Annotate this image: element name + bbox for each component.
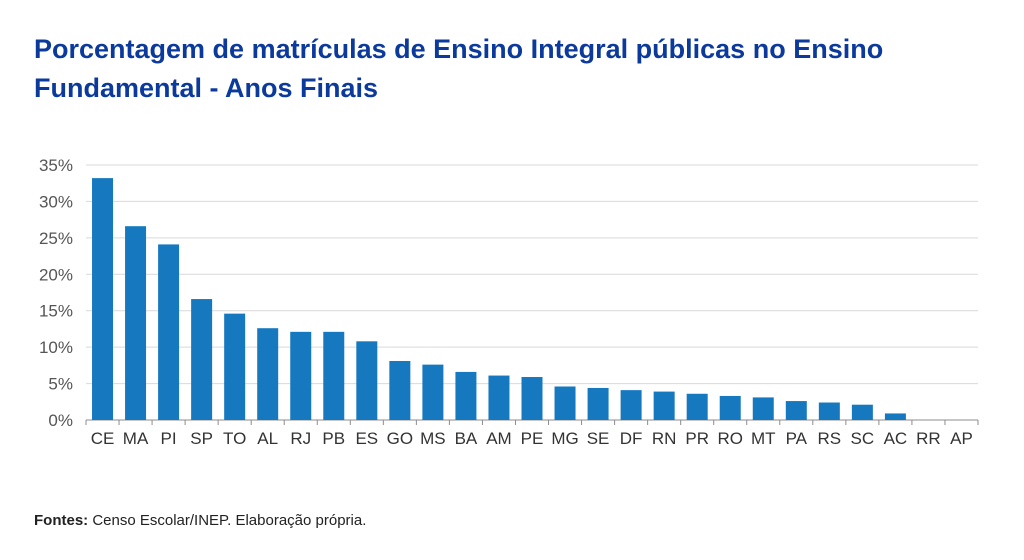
bar <box>92 178 114 420</box>
bar <box>356 341 378 420</box>
bar <box>653 391 675 420</box>
y-tick-label: 35% <box>39 156 73 175</box>
bar <box>389 360 411 420</box>
x-tick-label: PR <box>685 429 709 448</box>
bar <box>422 364 444 420</box>
bar <box>620 390 642 420</box>
bar <box>455 371 477 420</box>
source-label: Fontes: <box>34 512 89 529</box>
bar <box>587 387 609 420</box>
bar <box>191 299 213 420</box>
y-tick-label: 5% <box>48 375 73 394</box>
x-tick-label: RR <box>916 429 941 448</box>
y-tick-label: 15% <box>39 302 73 321</box>
x-tick-label: SE <box>587 429 610 448</box>
bar <box>323 331 345 420</box>
x-tick-label: AP <box>950 429 973 448</box>
x-tick-label: BA <box>455 429 478 448</box>
x-tick-label: AC <box>884 429 908 448</box>
bar <box>521 377 543 420</box>
y-tick-label: 0% <box>48 411 73 430</box>
bar <box>752 397 774 420</box>
bar <box>257 328 279 420</box>
x-tick-label: AM <box>486 429 512 448</box>
bar <box>686 393 708 420</box>
x-tick-label: CE <box>91 429 115 448</box>
x-tick-label: SP <box>190 429 213 448</box>
source-text: Censo Escolar/INEP. Elaboração própria. <box>88 512 367 529</box>
x-tick-label: AL <box>257 429 278 448</box>
bar <box>554 386 576 420</box>
x-tick-label: PA <box>786 429 808 448</box>
x-tick-label: MA <box>123 429 149 448</box>
bar <box>785 401 807 420</box>
x-tick-label: RS <box>818 429 842 448</box>
bar <box>290 331 312 420</box>
x-tick-label: RO <box>717 429 743 448</box>
x-tick-label: MS <box>420 429 446 448</box>
bar <box>719 395 741 420</box>
bar <box>818 402 840 420</box>
bar <box>224 313 246 420</box>
x-tick-label: ES <box>355 429 378 448</box>
bar <box>851 404 873 420</box>
x-tick-label: DF <box>620 429 643 448</box>
source-note: Fontes: Censo Escolar/INEP. Elaboração p… <box>34 512 366 529</box>
bar <box>158 244 180 420</box>
bar <box>488 375 510 420</box>
x-tick-label: SC <box>851 429 875 448</box>
x-tick-label: MT <box>751 429 776 448</box>
bar <box>125 226 147 420</box>
bar-chart: 0% 5% 10% 15% 20% 25% 30% 35% CE MA PI SP TO AL RJ PB ES… <box>39 156 979 448</box>
x-tick-label: TO <box>223 429 246 448</box>
x-tick-label: GO <box>387 429 413 448</box>
bar <box>884 413 906 420</box>
x-tick-label: PE <box>521 429 544 448</box>
x-tick-label: RJ <box>290 429 311 448</box>
x-tick-label: PI <box>161 429 177 448</box>
y-tick-label: 10% <box>39 338 73 357</box>
chart-title: Porcentagem de matrículas de Ensino Inte… <box>34 34 884 103</box>
x-tick-label: MG <box>551 429 578 448</box>
y-tick-label: 30% <box>39 192 73 211</box>
x-tick-label: RN <box>652 429 677 448</box>
y-tick-label: 25% <box>39 229 73 248</box>
x-tick-label: PB <box>322 429 345 448</box>
y-tick-label: 20% <box>39 265 73 284</box>
